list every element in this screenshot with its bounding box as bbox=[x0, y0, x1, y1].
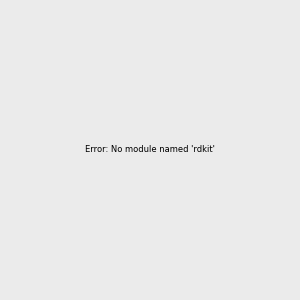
Text: Error: No module named 'rdkit': Error: No module named 'rdkit' bbox=[85, 146, 215, 154]
